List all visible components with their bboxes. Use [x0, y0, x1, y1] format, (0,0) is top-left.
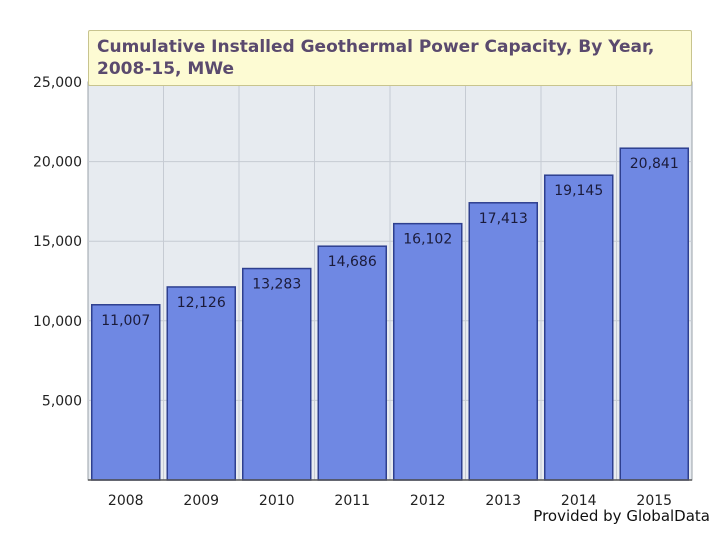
bar: [544, 174, 614, 481]
x-tick-label: 2012: [410, 493, 446, 509]
data-label: 20,841: [630, 156, 679, 172]
x-tick-label: 2013: [485, 493, 521, 509]
data-label: 16,102: [403, 232, 452, 248]
data-label: 13,283: [252, 277, 301, 293]
data-label: 11,007: [101, 313, 150, 329]
bar: [242, 267, 312, 481]
x-tick-label: 2011: [334, 493, 370, 509]
bar: [393, 222, 463, 481]
y-tick-label: 20,000: [33, 155, 82, 171]
x-tick-label: 2010: [259, 493, 295, 509]
credit-text: Provided by GlobalData: [533, 507, 710, 525]
chart-title: Cumulative Installed Geothermal Power Ca…: [88, 30, 692, 86]
x-tick-label: 2009: [183, 493, 219, 509]
x-tick-label: 2015: [636, 493, 672, 509]
y-tick-label: 25,000: [33, 75, 82, 91]
y-tick-label: 10,000: [33, 314, 82, 330]
bar: [317, 245, 387, 481]
y-tick-label: 15,000: [33, 234, 82, 250]
bar: [619, 147, 689, 481]
y-tick-label: 5,000: [42, 393, 82, 409]
data-label: 19,145: [554, 183, 603, 199]
bar: [91, 304, 161, 481]
data-label: 17,413: [479, 211, 528, 227]
bar: [468, 202, 538, 481]
x-tick-label: 2014: [561, 493, 597, 509]
bar: [166, 286, 236, 481]
data-label: 14,686: [328, 254, 377, 270]
data-label: 12,126: [177, 295, 226, 311]
x-tick-label: 2008: [108, 493, 144, 509]
